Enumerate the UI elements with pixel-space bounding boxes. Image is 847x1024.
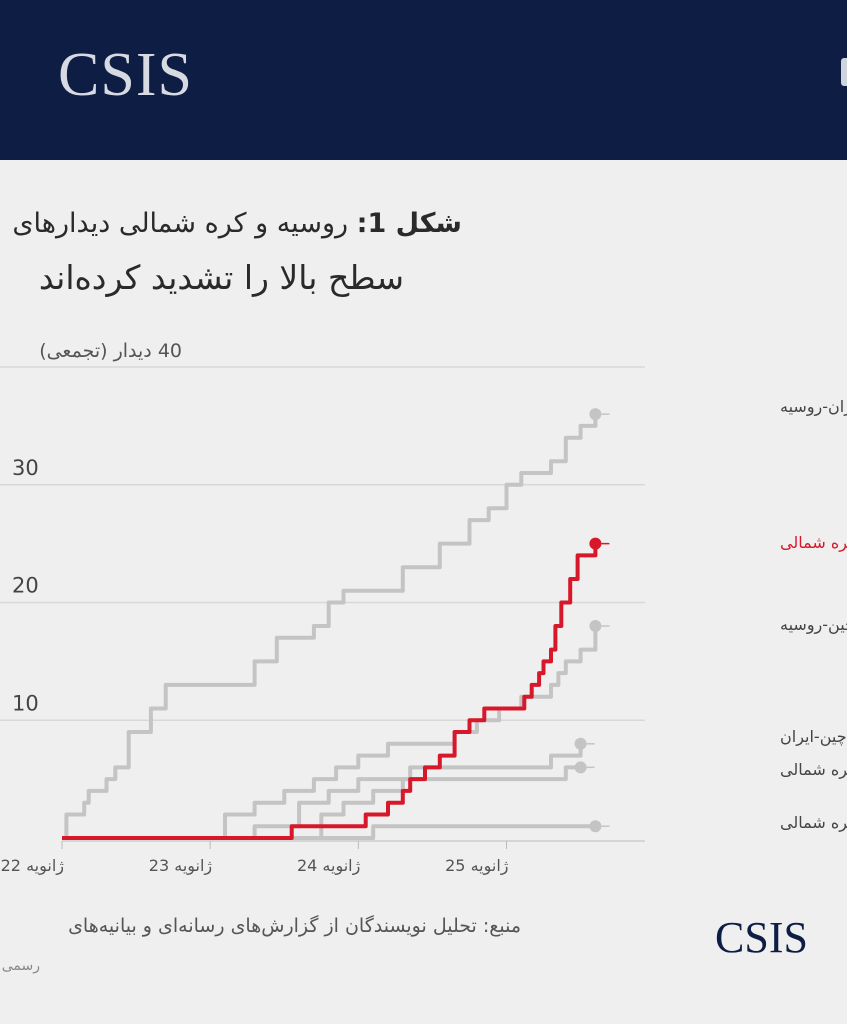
series-line <box>62 414 598 840</box>
series-end-dot <box>589 537 602 550</box>
x-tick-label: 23 ژانویه <box>149 856 213 876</box>
source-note-line2: رسمی <box>1 958 40 974</box>
x-tick-label: 22 ژانویه <box>1 856 65 876</box>
series-end-dot <box>589 408 602 421</box>
series-label: چین-کره شمالی <box>780 760 847 780</box>
series-end-dot <box>589 620 602 633</box>
edge-mark <box>841 58 847 86</box>
series-line <box>62 543 598 840</box>
y-axis-label: 40 دیدار (تجمعی) <box>39 340 182 362</box>
chart-title-text: روسیه و کره شمالی دیدارهای <box>12 208 349 239</box>
series-end-dot <box>574 761 587 774</box>
x-tick-label: 25 ژانویه <box>445 856 509 876</box>
y-tick-label: 10 <box>12 691 39 715</box>
x-tick-label: 24 ژانویه <box>297 856 361 876</box>
series-end-dot <box>589 820 602 833</box>
source-note: منبع: تحلیل نویسندگان از گزارش‌های رسانه… <box>68 915 521 937</box>
chart-title-line1: شکل 1: روسیه و کره شمالی دیدارهای <box>12 208 462 239</box>
series-label: ایران-کره شمالی <box>780 813 847 833</box>
chart-title-line2: سطح بالا را تشدید کرده‌اند <box>38 258 404 297</box>
series-label: روسیه-کره شمالی <box>780 533 847 553</box>
series-end-dot <box>574 737 587 750</box>
series-label: ایران-روسیه <box>780 397 847 417</box>
line-chart: 10 20 30 22 ژانویه 23 ژانویه 24 ژانویه 25 ژانو… <box>0 366 847 876</box>
series-line <box>62 743 583 840</box>
y-tick-label: 20 <box>12 574 39 598</box>
series-label: چین-ایران <box>780 727 847 747</box>
chart-title-prefix: شکل 1: <box>356 208 462 239</box>
series-line <box>62 765 581 840</box>
csis-logo: CSIS <box>58 41 193 109</box>
y-tick-label: 30 <box>12 456 39 480</box>
header-bar: CSIS <box>0 0 847 160</box>
series-label: چین-روسیه <box>780 615 847 635</box>
footer-csis-logo: CSIS <box>715 913 808 962</box>
